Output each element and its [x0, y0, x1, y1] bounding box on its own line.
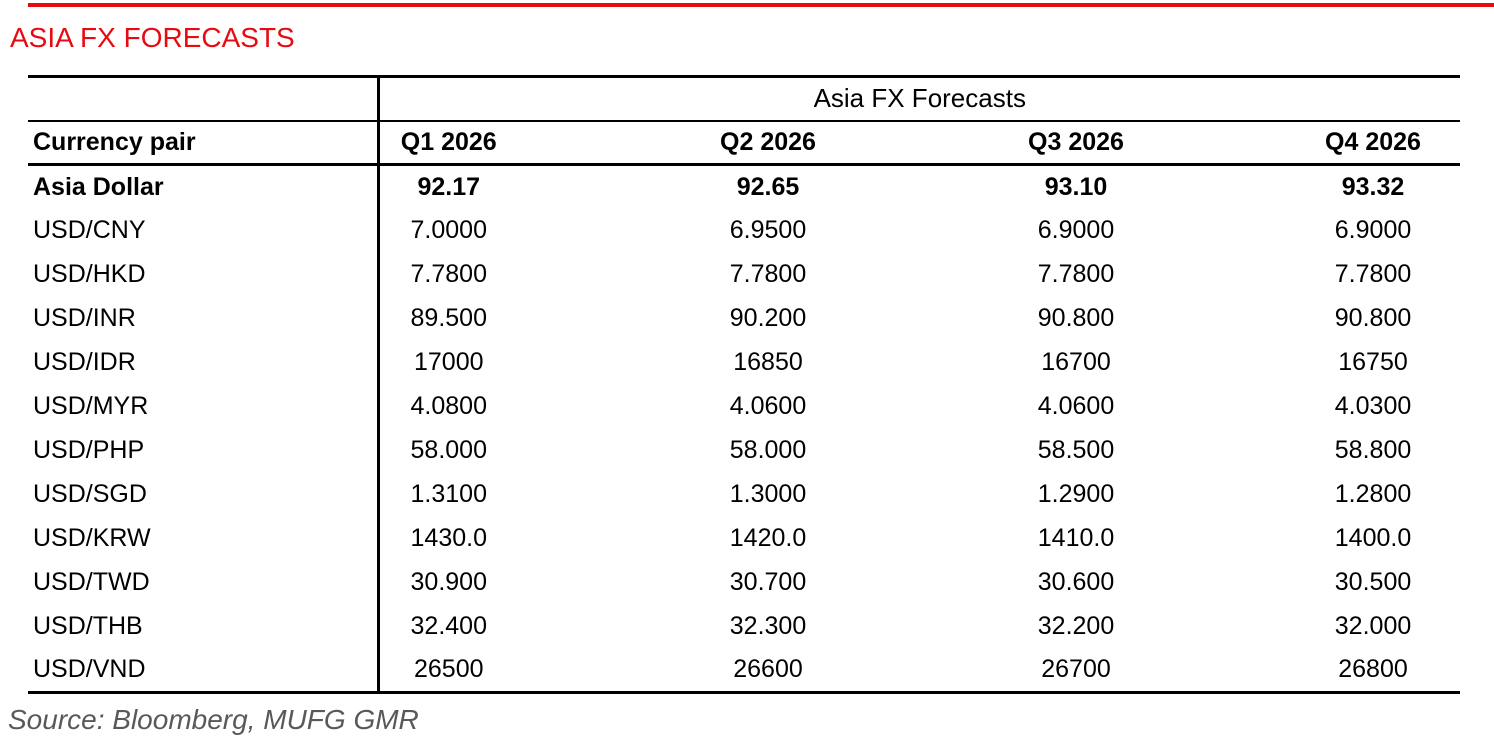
- top-red-rule: [28, 3, 1494, 7]
- forecast-value-q3: 1410.0: [1037, 524, 1115, 552]
- forecast-value-q3: 30.600: [1037, 568, 1115, 596]
- forecast-value-q2: 6.9500: [729, 216, 807, 244]
- table-row: USD/SGD 1.3100 1.3000 1.2900 1.2800: [28, 472, 1460, 517]
- currency-pair-cell: USD/SGD: [28, 472, 380, 517]
- column-header-q2: Q2 2026: [608, 120, 922, 166]
- forecast-value-q2: 26600: [733, 655, 803, 684]
- forecast-value-q1: 92.17: [417, 172, 481, 201]
- forecast-value-q4: 1400.0: [1334, 524, 1412, 552]
- forecast-value-q2: 4.0600: [729, 392, 807, 420]
- fx-forecast-table: Asia FX Forecasts Currency pair Q1 2026 …: [28, 75, 1461, 694]
- forecast-value-q2: 90.200: [729, 304, 807, 332]
- forecast-value-q4: 4.0300: [1334, 392, 1412, 420]
- forecast-value-q4: 6.9000: [1334, 216, 1412, 244]
- forecast-value-q1: 7.7800: [410, 260, 487, 288]
- forecast-value-q1: 32.400: [410, 612, 487, 640]
- forecast-value-q1: 26500: [413, 655, 484, 684]
- forecast-value-q4: 90.800: [1334, 304, 1412, 332]
- forecast-value-q2: 92.65: [736, 172, 800, 201]
- forecast-value-q3: 93.10: [1044, 172, 1108, 201]
- forecast-value-q4: 26800: [1338, 655, 1408, 684]
- currency-pair-cell: USD/INR: [28, 296, 380, 341]
- forecast-value-q3: 26700: [1041, 655, 1111, 684]
- forecast-value-q2: 30.700: [729, 568, 807, 596]
- page-title: ASIA FX FORECASTS: [10, 22, 295, 53]
- group-header-row: Asia FX Forecasts: [28, 76, 1461, 122]
- table-row: Asia Dollar 92.17 92.65 93.10 93.32: [28, 164, 1460, 209]
- forecast-value-q3: 32.200: [1037, 612, 1115, 640]
- table-row: USD/TWD 30.900 30.700 30.600 30.500: [28, 560, 1460, 605]
- currency-pair-cell: Asia Dollar: [28, 164, 380, 209]
- forecast-value-q1: 89.500: [410, 304, 487, 332]
- table-row: USD/INR 89.500 90.200 90.800 90.800: [28, 296, 1460, 341]
- column-header-q4: Q4 2026: [1224, 120, 1461, 166]
- table-row: USD/KRW 1430.0 1420.0 1410.0 1400.0: [28, 516, 1460, 561]
- column-header-q1: Q1 2026: [378, 120, 608, 166]
- forecast-value-q2: 58.000: [729, 436, 807, 464]
- table-row: USD/VND 26500 26600 26700 26800: [28, 648, 1460, 693]
- source-note: Source: Bloomberg, MUFG GMR: [8, 704, 419, 735]
- currency-pair-cell: USD/MYR: [28, 384, 380, 429]
- currency-pair-cell: USD/CNY: [28, 208, 380, 253]
- forecast-value-q2: 16850: [733, 348, 803, 376]
- forecast-value-q1: 1.3100: [410, 480, 487, 508]
- currency-pair-cell: USD/IDR: [28, 340, 380, 385]
- column-header-row: Currency pair Q1 2026 Q2 2026 Q3 2026 Q4…: [28, 120, 1461, 166]
- forecast-value-q4: 58.800: [1334, 436, 1412, 464]
- forecast-value-q3: 58.500: [1037, 436, 1115, 464]
- forecast-value-q1: 58.000: [410, 436, 487, 464]
- forecast-value-q4: 1.2800: [1334, 480, 1412, 508]
- column-header-q3: Q3 2026: [922, 120, 1224, 166]
- forecast-value-q2: 7.7800: [729, 260, 807, 288]
- forecast-value-q3: 4.0600: [1037, 392, 1115, 420]
- currency-pair-header: Currency pair: [28, 120, 380, 166]
- forecast-value-q3: 1.2900: [1037, 480, 1115, 508]
- currency-pair-cell: USD/HKD: [28, 252, 380, 297]
- table-row: USD/CNY 7.0000 6.9500 6.9000 6.9000: [28, 208, 1460, 253]
- forecast-value-q2: 32.300: [729, 612, 807, 640]
- forecast-value-q1: 4.0800: [410, 392, 487, 420]
- currency-pair-cell: USD/VND: [28, 648, 380, 693]
- table-row: USD/IDR 17000 16850 16700 16750: [28, 340, 1460, 385]
- table-row: USD/MYR 4.0800 4.0600 4.0600 4.0300: [28, 384, 1460, 429]
- table-row: USD/PHP 58.000 58.000 58.500 58.800: [28, 428, 1460, 473]
- table-row: USD/THB 32.400 32.300 32.200 32.000: [28, 604, 1460, 649]
- forecast-table-body: Asia Dollar 92.17 92.65 93.10 93.32 USD/…: [28, 164, 1460, 693]
- forecast-value-q3: 90.800: [1037, 304, 1115, 332]
- forecast-value-q3: 6.9000: [1037, 216, 1115, 244]
- corner-cell: [28, 76, 380, 122]
- currency-pair-cell: USD/KRW: [28, 516, 380, 561]
- forecast-value-q1: 30.900: [410, 568, 487, 596]
- forecast-value-q4: 7.7800: [1334, 260, 1412, 288]
- currency-pair-cell: USD/PHP: [28, 428, 380, 473]
- forecast-value-q2: 1.3000: [729, 480, 807, 508]
- forecast-value-q1: 17000: [413, 348, 484, 376]
- forecast-value-q1: 1430.0: [410, 524, 487, 552]
- currency-pair-cell: USD/TWD: [28, 560, 380, 605]
- forecast-value-q4: 16750: [1338, 348, 1408, 376]
- forecast-value-q4: 93.32: [1341, 172, 1405, 201]
- currency-pair-cell: USD/THB: [28, 604, 380, 649]
- forecast-value-q4: 32.000: [1334, 612, 1412, 640]
- forecast-value-q1: 7.0000: [410, 216, 487, 244]
- table-row: USD/HKD 7.7800 7.7800 7.7800 7.7800: [28, 252, 1460, 297]
- forecast-value-q3: 16700: [1041, 348, 1111, 376]
- forecast-value-q3: 7.7800: [1037, 260, 1115, 288]
- forecast-value-q4: 30.500: [1334, 568, 1412, 596]
- forecast-value-q2: 1420.0: [729, 524, 807, 552]
- group-header-cell: Asia FX Forecasts: [378, 76, 1461, 122]
